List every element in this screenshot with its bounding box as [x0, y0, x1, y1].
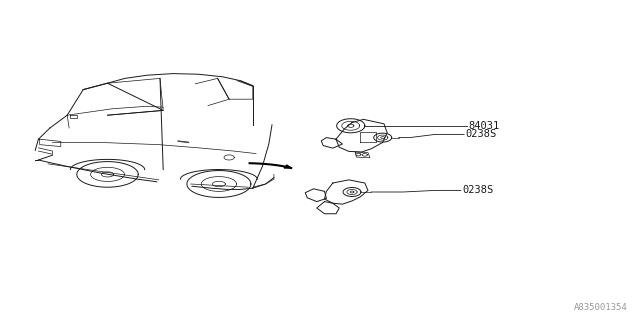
Text: 0238S: 0238S [465, 129, 497, 140]
Text: A835001354: A835001354 [573, 303, 627, 312]
Polygon shape [284, 165, 291, 168]
Text: 0238S: 0238S [462, 185, 493, 196]
Text: 84031: 84031 [468, 121, 500, 131]
